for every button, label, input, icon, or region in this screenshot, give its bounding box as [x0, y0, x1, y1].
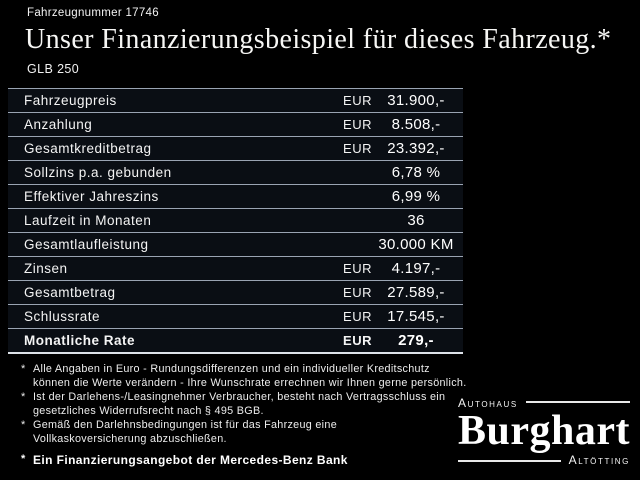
table-row-monatliche-rate: Monatliche Rate EUR 279,-	[8, 329, 463, 354]
dealer-logo: Autohaus Burghart Altötting	[458, 396, 630, 467]
row-value: 30.000 KM	[378, 236, 454, 253]
row-value: 36	[407, 212, 425, 229]
row-currency: EUR	[343, 141, 372, 156]
row-currency: EUR	[343, 261, 372, 276]
footnote-marker: *	[21, 419, 26, 431]
row-value: 17.545,-	[387, 308, 445, 325]
row-label: Gesamtkreditbetrag	[24, 141, 152, 156]
logo-bottom-rule	[458, 459, 561, 462]
row-currency: EUR	[343, 117, 372, 132]
logo-altoetting-text: Altötting	[568, 453, 630, 467]
row-label: Gesamtbetrag	[24, 285, 116, 300]
logo-autohaus-text: Autohaus	[458, 396, 518, 410]
page-title: Unser Finanzierungsbeispiel für dieses F…	[25, 24, 612, 55]
model-name: GLB 250	[27, 62, 80, 76]
logo-top-row: Autohaus	[458, 396, 630, 410]
row-label: Fahrzeugpreis	[24, 93, 117, 108]
table-row-schlussrate: Schlussrate EUR 17.545,-	[8, 305, 463, 329]
row-label: Laufzeit in Monaten	[24, 213, 152, 228]
footnote: * Ist der Darlehens-/Leasingnehmer Verbr…	[21, 391, 473, 418]
table-row-anzahlung: Anzahlung EUR 8.508,-	[8, 113, 463, 137]
row-label: Effektiver Jahreszins	[24, 189, 159, 204]
logo-top-rule	[525, 400, 630, 403]
footnote-marker: *	[21, 453, 26, 465]
row-currency: EUR	[343, 285, 372, 300]
table-row-effektiver-jahreszins: Effektiver Jahreszins 6,99 %	[8, 185, 463, 209]
row-value: 8.508,-	[391, 116, 441, 133]
row-value: 27.589,-	[387, 284, 445, 301]
row-currency: EUR	[343, 309, 372, 324]
table-row-zinsen: Zinsen EUR 4.197,-	[8, 257, 463, 281]
footnote-text: Ist der Darlehens-/Leasingnehmer Verbrau…	[33, 391, 446, 417]
bank-note: * Ein Finanzierungsangebot der Mercedes-…	[21, 453, 348, 467]
logo-bottom-row: Altötting	[458, 453, 630, 467]
row-label: Zinsen	[24, 261, 68, 276]
row-value: 6,99 %	[391, 188, 441, 205]
row-value: 23.392,-	[387, 140, 445, 157]
table-row-sollzins: Sollzins p.a. gebunden 6,78 %	[8, 161, 463, 185]
footnotes: * Alle Angaben in Euro - Rundungsdiffere…	[21, 363, 473, 447]
finance-table: Fahrzeugpreis EUR 31.900,- Anzahlung EUR…	[8, 88, 463, 354]
table-row-gesamtkreditbetrag: Gesamtkreditbetrag EUR 23.392,-	[8, 137, 463, 161]
table-row-laufzeit: Laufzeit in Monaten 36	[8, 209, 463, 233]
row-value: 279,-	[398, 332, 434, 349]
footnote: * Gemäß den Darlehnsbedingungen ist für …	[21, 419, 473, 446]
row-value: 4.197,-	[391, 260, 441, 277]
footnote-marker: *	[21, 391, 26, 403]
row-label: Gesamtlaufleistung	[24, 237, 149, 252]
row-value: 6,78 %	[391, 164, 441, 181]
footnote-text: Gemäß den Darlehnsbedingungen ist für da…	[33, 419, 337, 445]
table-row-gesamtbetrag: Gesamtbetrag EUR 27.589,-	[8, 281, 463, 305]
vehicle-number: Fahrzeugnummer 17746	[27, 7, 159, 19]
row-value: 31.900,-	[387, 92, 445, 109]
row-currency: EUR	[343, 333, 372, 348]
bank-note-text: Ein Finanzierungsangebot der Mercedes-Be…	[33, 453, 348, 467]
footnote: * Alle Angaben in Euro - Rundungsdiffere…	[21, 363, 473, 390]
logo-dealer-name: Burghart	[458, 408, 630, 454]
row-label: Anzahlung	[24, 117, 93, 132]
row-label: Schlussrate	[24, 309, 101, 324]
footnote-text: Alle Angaben in Euro - Rundungsdifferenz…	[33, 363, 467, 389]
row-label: Sollzins p.a. gebunden	[24, 165, 172, 180]
table-row-fahrzeugpreis: Fahrzeugpreis EUR 31.900,-	[8, 89, 463, 113]
row-label: Monatliche Rate	[24, 333, 136, 348]
footnote-marker: *	[21, 363, 26, 375]
row-currency: EUR	[343, 93, 372, 108]
table-row-gesamtlaufleistung: Gesamtlaufleistung 30.000 KM	[8, 233, 463, 257]
